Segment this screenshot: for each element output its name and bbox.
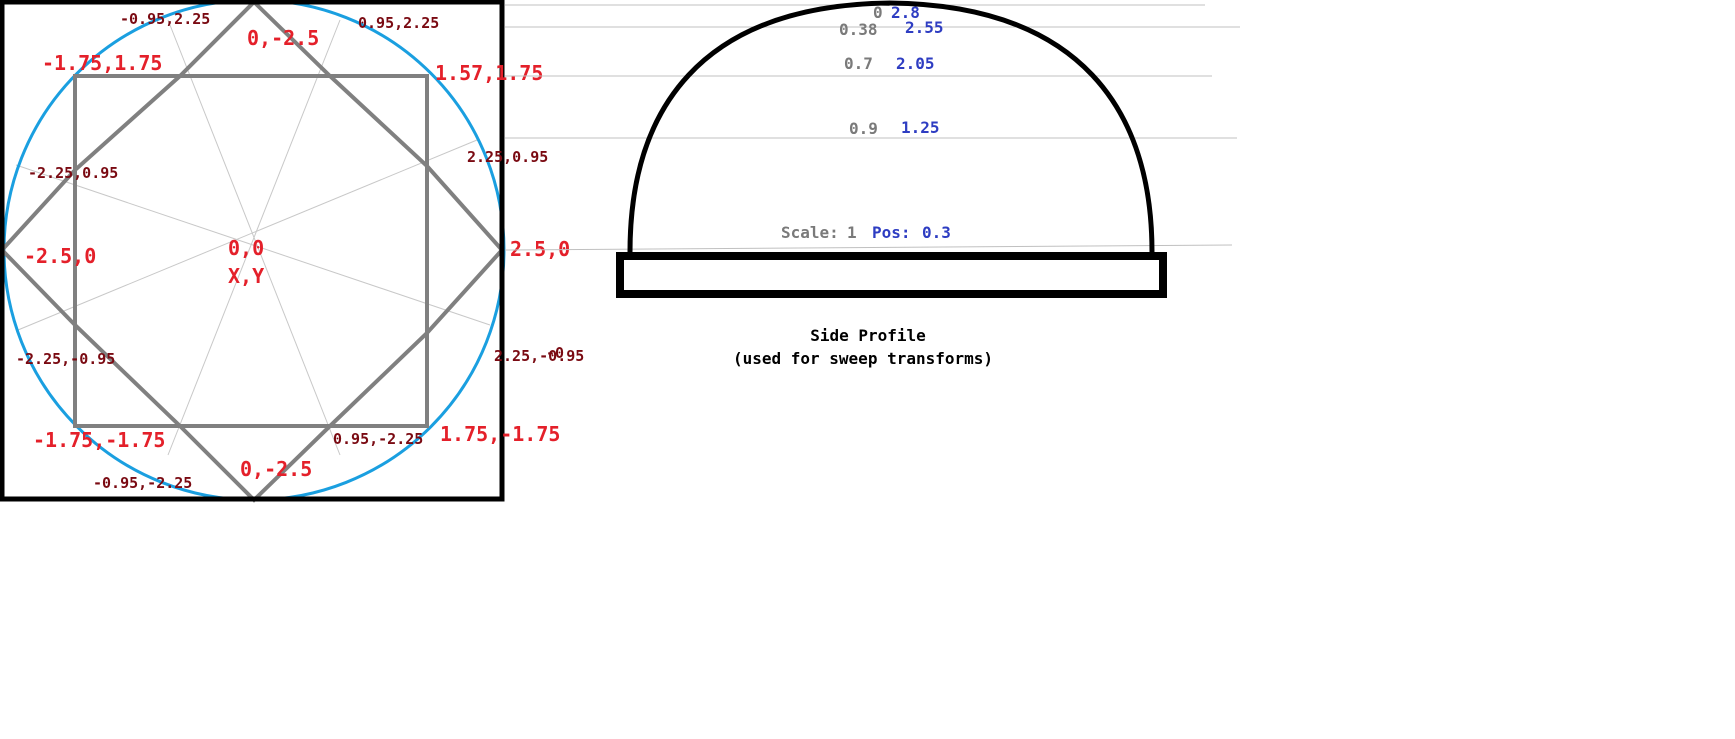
- profile-guide-lines: [504, 4, 1240, 251]
- label-center-axes: X,Y: [228, 264, 264, 288]
- dome-profile-arc: [627, 0, 1155, 253]
- pos-row-3: 1.25: [901, 118, 940, 137]
- radial-spokes: [15, 19, 491, 456]
- label-minor-top-left: -0.95,2.25: [120, 10, 210, 28]
- base-scale-label: Scale:: [781, 223, 839, 242]
- label-overlay-mark: -0: [546, 344, 564, 362]
- label-minor-left-bottom: -2.25,-0.95: [16, 350, 115, 368]
- label-top-point: 0,-2.5: [247, 26, 319, 50]
- pos-row-1: 2.55: [905, 18, 944, 37]
- spoke: [167, 19, 341, 456]
- side-profile: 0 2.8 0.38 2.55 0.7 2.05 0.9 1.25 Scale:…: [504, 0, 1240, 368]
- label-minor-left-top: -2.25,0.95: [28, 164, 118, 182]
- guide-line: [504, 244, 1233, 251]
- base-pos-value: 0.3: [922, 223, 951, 242]
- profile-base: [616, 252, 1167, 298]
- spoke: [15, 164, 491, 326]
- top-view-frame: [0, 0, 505, 502]
- pos-row-0: 2.8: [891, 3, 920, 22]
- profile-caption-title: Side Profile: [810, 326, 926, 345]
- label-left-point: -2.5,0: [24, 244, 96, 268]
- label-minor-top-right: 0.95,2.25: [358, 14, 439, 32]
- top-view: 0,-2.5 2.5,0 -2.5,0 0,-2.5 -1.75,1.75 1.…: [0, 0, 584, 503]
- label-minor-bottom-left: -0.95,-2.25: [93, 474, 192, 492]
- label-bottom-point: 0,-2.5: [240, 457, 312, 481]
- label-top-left-corner: -1.75,1.75: [42, 51, 162, 75]
- label-minor-bottom-right: 0.95,-2.25: [333, 430, 423, 448]
- label-minor-right-bottom: 2.25,-0.95: [494, 347, 584, 365]
- pos-row-2: 2.05: [896, 54, 935, 73]
- label-center-coords: 0,0: [228, 236, 264, 260]
- label-bottom-left-corner: -1.75,-1.75: [33, 428, 165, 452]
- spoke: [17, 139, 478, 331]
- scale-row-1: 0.38: [839, 20, 878, 39]
- scale-row-3: 0.9: [849, 119, 878, 138]
- label-right-point: 2.5,0: [510, 237, 570, 261]
- label-bottom-right-corner: 1.75,-1.75: [440, 422, 560, 446]
- profile-caption-subtitle: (used for sweep transforms): [733, 349, 993, 368]
- scale-row-2: 0.7: [844, 54, 873, 73]
- label-minor-right-top: 2.25,0.95: [467, 148, 548, 166]
- label-top-right-corner: 1.57,1.75: [435, 61, 543, 85]
- base-pos-label: Pos:: [872, 223, 911, 242]
- scale-row-0: 0: [873, 3, 883, 22]
- inner-square: [73, 74, 429, 428]
- base-scale-value: 1: [847, 223, 857, 242]
